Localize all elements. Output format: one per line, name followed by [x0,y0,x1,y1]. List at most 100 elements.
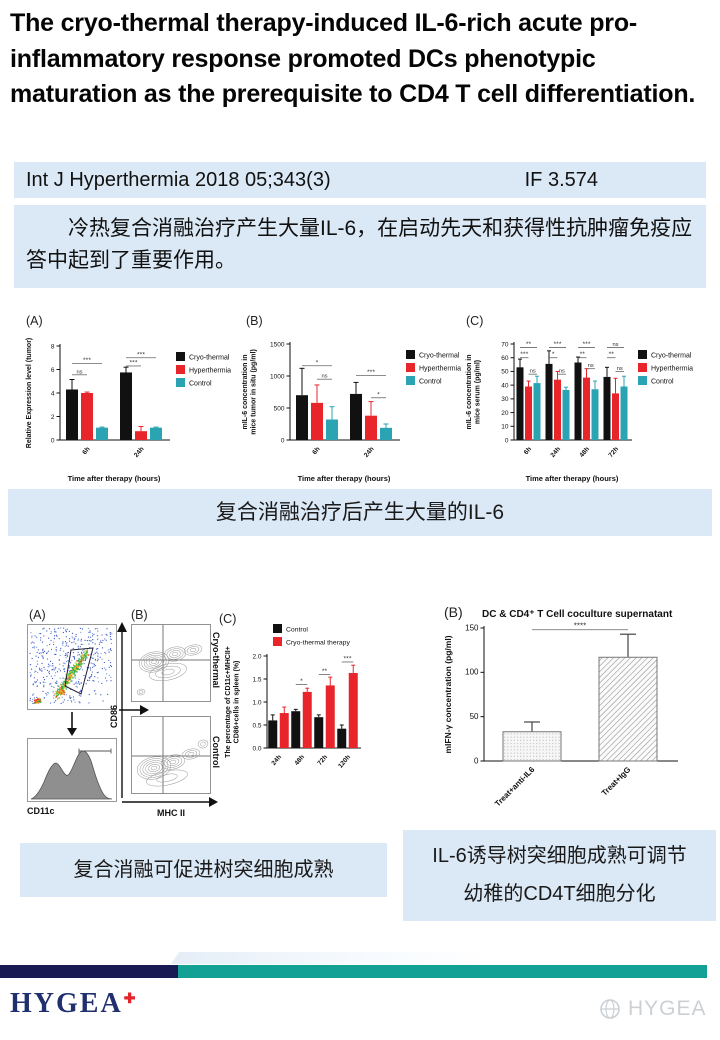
svg-text:Cryo-thermal: Cryo-thermal [419,353,460,360]
svg-text:0: 0 [505,437,509,444]
flow-histogram [27,738,117,802]
svg-text:24h: 24h [363,446,376,459]
journal-citation: Int J Hyperthermia 2018 05;343(3) [26,168,331,191]
svg-text:Cryo-thermal therapy: Cryo-thermal therapy [286,640,350,647]
svg-text:**: ** [609,351,615,358]
svg-text:*: * [316,359,319,366]
svg-text:Hyperthermia: Hyperthermia [189,368,231,375]
svg-text:**: ** [580,351,586,358]
contour-plot-control [131,716,211,794]
mhc2-axis-arrow [122,797,218,807]
contour-row-top-label: Cryo-thermal [211,632,221,689]
svg-text:Control: Control [189,381,212,388]
svg-text:24h: 24h [270,754,283,767]
svg-text:***: *** [130,359,138,366]
svg-text:72h: 72h [607,446,620,459]
svg-text:ns: ns [559,369,565,375]
figure1-caption: 复合消融治疗后产生大量的IL-6 [8,489,712,536]
svg-text:*: * [552,351,555,358]
fig1-panel-a-label: (A) [26,314,43,328]
journal-bar: Int J Hyperthermia 2018 05;343(3) IF 3.5… [14,162,706,198]
cd11c-axis-label: CD11c [27,806,55,816]
figure2-caption: 复合消融可促进树突细胞成熟 [20,843,387,897]
fig3-title: DC & CD4⁺ T Cell coculture supernatant [482,609,673,620]
svg-text:Cryo-thermal: Cryo-thermal [651,353,692,360]
svg-text:Cryo-thermal: Cryo-thermal [189,355,230,362]
summary-box-cn: 冷热复合消融治疗产生大量IL-6，在启动先天和获得性抗肿瘤免疫应答中起到了重要作… [14,205,706,288]
svg-text:The percentage of CD11c+MHCII+: The percentage of CD11c+MHCII+ CD86+cells… [225,646,241,758]
svg-text:50: 50 [501,369,509,376]
fig2-panel-b-label: (B) [131,608,148,622]
svg-text:100: 100 [465,668,479,677]
svg-text:Control: Control [286,627,308,634]
red-cross-icon: ✚ [123,990,138,1006]
svg-text:0: 0 [474,756,479,765]
figure3: (B) DC & CD4⁺ T Cell coculture supernata… [430,592,716,827]
svg-text:40: 40 [501,382,509,389]
svg-text:*: * [377,391,380,398]
svg-text:Time after therapy (hours): Time after therapy (hours) [68,474,161,483]
footer-teal-bar [178,965,707,978]
svg-text:mIFN-γ concentration (pg/ml): mIFN-γ concentration (pg/ml) [443,635,453,753]
fig1-chart-c: 0 10 20 30 40 50 60 70 mIL-6 concentration in mic… [466,341,693,483]
svg-text:1000: 1000 [270,373,285,380]
fig3-panel-label: (B) [444,604,463,620]
svg-text:Relative Expression level (tum: Relative Expression level (tumor) [26,338,33,448]
svg-text:Control: Control [419,379,442,386]
svg-text:ns: ns [76,369,82,375]
svg-text:48h: 48h [293,754,306,767]
svg-text:24h: 24h [549,446,562,459]
footer-navy-bar [0,965,178,978]
svg-text:2: 2 [51,414,55,421]
svg-text:Control: Control [651,379,674,386]
hygea-logo: HYGEA✚ [10,988,137,1020]
figure3-caption-line1: IL-6诱导树突细胞成熟可调节 [432,845,687,867]
svg-text:Treat+IgG: Treat+IgG [600,765,633,798]
footer-accent-shape [170,952,495,964]
svg-text:*: * [300,678,303,685]
figure3-caption-line2: 幼稚的CD4T细胞分化 [463,883,656,905]
contour-plot-cryothermal [131,624,211,702]
svg-text:ns: ns [321,374,327,380]
figure1: (A) 0 2 4 6 8 Relative Expression level (tumo… [14,300,706,490]
fig3-chart: 0 50 100 150 mIFN-γ concentration (pg/ml) Tre… [443,621,678,809]
fig1-panel-c-label: (C) [466,314,484,328]
svg-text:24h: 24h [133,446,146,459]
arrow-down-icon [67,712,77,736]
svg-text:0: 0 [51,437,55,444]
hygea-watermark-globe-icon [600,999,620,1019]
figure2: (A) CD11c (B) CD86 Cryo-thermal Control … [15,598,367,833]
svg-text:72h: 72h [316,754,329,767]
svg-text:500: 500 [274,405,285,412]
svg-text:48h: 48h [578,446,591,459]
svg-text:ns: ns [612,342,618,348]
fig1-chart-b: 0 500 1000 1500 mIL-6 concentration in mice t… [242,341,461,483]
svg-text:30: 30 [501,396,509,403]
figure3-caption: IL-6诱导树突细胞成熟可调节 幼稚的CD4T细胞分化 [403,830,716,921]
page-title: The cryo-thermal therapy-induced IL-6-ri… [10,9,696,108]
svg-text:***: *** [583,341,591,348]
svg-text:Treat+anti-IL6: Treat+anti-IL6 [493,765,537,809]
svg-text:150: 150 [465,623,479,632]
svg-text:**: ** [526,341,532,348]
contour-row-bottom-label: Control [211,736,221,768]
cd86-axis-arrow [117,622,127,798]
fig2-chart-c: 0.0 0.5 1.0 1.5 2.0 The percentage of CD11c+M… [225,624,361,770]
svg-text:1500: 1500 [270,341,285,348]
svg-text:***: *** [83,357,91,364]
hygea-logo-text: HYGEA [10,988,123,1019]
svg-text:ns: ns [617,366,623,372]
svg-text:***: *** [520,351,528,358]
svg-text:6h: 6h [523,446,533,456]
svg-text:***: *** [554,341,562,348]
svg-text:***: *** [344,655,352,662]
svg-text:1.5: 1.5 [252,676,261,683]
svg-text:6h: 6h [81,446,91,456]
svg-text:Time after therapy (hours): Time after therapy (hours) [526,474,619,483]
impact-factor: IF 3.574 [524,168,598,191]
svg-text:70: 70 [501,341,509,348]
svg-text:**: ** [322,668,328,675]
